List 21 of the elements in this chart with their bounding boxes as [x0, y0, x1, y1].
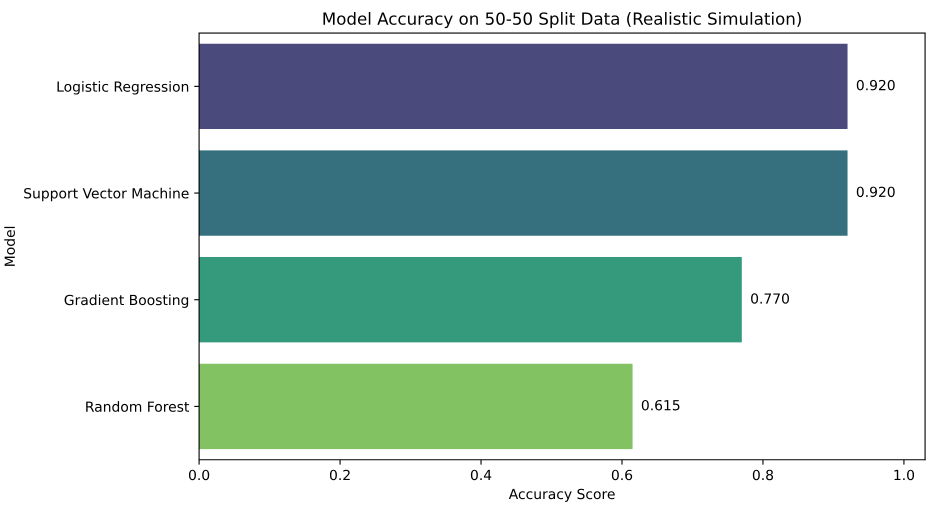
x-tick-label: 0.0 [188, 470, 210, 480]
data-label: 0.920 [856, 186, 895, 198]
y-tick-label: Gradient Boosting [64, 294, 188, 308]
x-tick-label: 0.2 [330, 470, 350, 480]
x-axis-title: Accuracy Score [508, 488, 615, 502]
y-tick-label: Logistic Regression [58, 81, 188, 95]
y-axis-title: Model [4, 226, 15, 266]
x-tick-label: 0.8 [752, 470, 774, 480]
data-label: 0.770 [751, 293, 789, 304]
x-tick-label: 1.0 [894, 470, 914, 480]
bar [199, 257, 742, 342]
chart-title: Model Accuracy on 50-50 Split Data (Realistic Simulation) [323, 12, 801, 28]
data-label: 0.615 [642, 400, 680, 410]
x-tick-label: 0.4 [470, 470, 492, 480]
x-tick-label: 0.6 [612, 470, 632, 480]
data-label: 0.920 [856, 80, 895, 90]
bar [199, 364, 633, 450]
bar [199, 44, 848, 130]
y-tick-label: Random Forest [86, 401, 190, 412]
y-tick-label: Support Vector Machine [24, 188, 189, 202]
bar [199, 150, 848, 236]
